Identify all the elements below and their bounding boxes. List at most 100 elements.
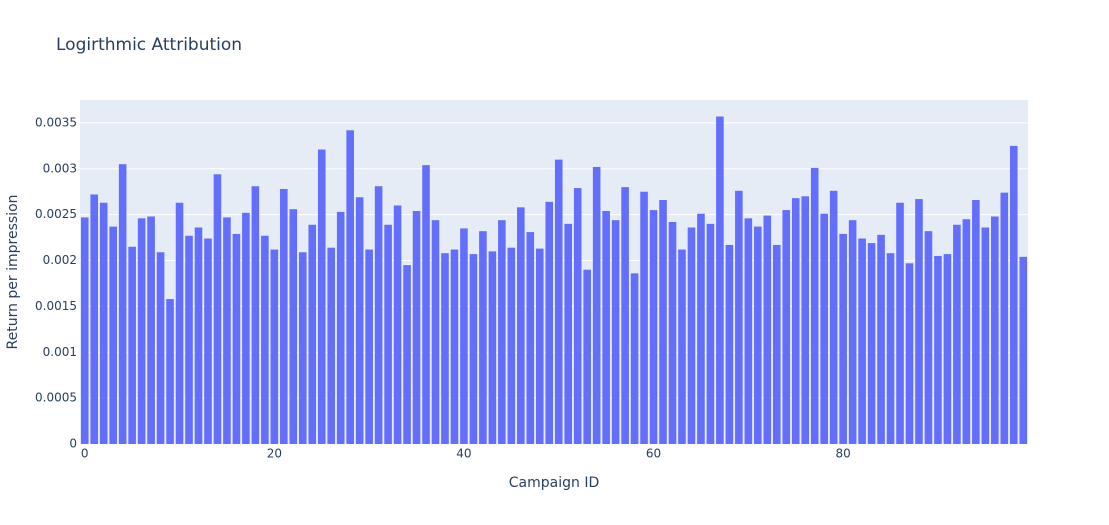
bar: [896, 202, 904, 444]
bar: [886, 253, 895, 444]
bar: [1019, 256, 1028, 444]
x-tick-label: 40: [456, 447, 471, 461]
bar: [431, 220, 440, 444]
bar: [915, 199, 923, 444]
y-tick-label: 0.003: [43, 161, 77, 175]
bar: [820, 213, 828, 444]
bar: [289, 209, 298, 444]
bar: [365, 249, 373, 444]
bar: [374, 186, 383, 444]
bar: [867, 243, 876, 444]
x-tick-label: 80: [835, 447, 850, 461]
bar: [573, 188, 582, 444]
bar: [754, 226, 762, 444]
bar: [422, 165, 430, 444]
bar: [403, 265, 411, 444]
bar: [659, 199, 667, 444]
bar: [308, 224, 317, 444]
bar: [554, 159, 563, 445]
bar: [137, 218, 146, 444]
bar: [649, 210, 658, 444]
bar: [232, 233, 241, 444]
bar: [488, 251, 497, 444]
bar: [981, 227, 990, 444]
bar: [355, 197, 364, 444]
bar: [801, 196, 810, 444]
bar: [261, 235, 269, 444]
bar: [905, 263, 914, 444]
bar: [611, 220, 620, 444]
bar: [384, 224, 392, 444]
bar: [848, 220, 857, 444]
bar: [469, 254, 478, 444]
bar: [877, 234, 885, 444]
bar: [972, 199, 980, 444]
bar: [147, 216, 155, 444]
bar: [317, 149, 326, 444]
y-tick-label: 0.0005: [35, 391, 77, 405]
bar: [327, 247, 336, 444]
bar: [298, 252, 307, 444]
bar: [763, 215, 772, 444]
bar: [744, 218, 753, 444]
bar: [810, 167, 819, 444]
bar: [535, 248, 544, 444]
bar: [725, 244, 734, 444]
bar: [166, 299, 174, 444]
x-tick-label: 20: [267, 447, 282, 461]
x-tick-label: 0: [81, 447, 89, 461]
bar: [924, 231, 933, 444]
bar: [545, 201, 554, 444]
bar: [441, 253, 449, 444]
bar: [602, 210, 610, 444]
bar: [412, 210, 421, 444]
bar: [706, 223, 715, 444]
bar: [735, 190, 743, 444]
bar: [90, 194, 99, 444]
bar: [592, 166, 601, 444]
bar: [213, 174, 222, 444]
bar: [128, 246, 136, 444]
x-axis-title: Campaign ID: [509, 475, 599, 491]
bar: [687, 227, 696, 444]
bar: [270, 249, 279, 444]
bar: [791, 198, 800, 444]
x-tick-label: 60: [646, 447, 661, 461]
bar: [185, 235, 193, 444]
bar: [640, 191, 648, 444]
bar: [1000, 192, 1009, 444]
bar: [839, 233, 847, 444]
bar: [507, 247, 516, 444]
bar: [194, 227, 203, 444]
bar: [460, 228, 468, 444]
bar: [716, 116, 724, 445]
bar: [242, 212, 250, 444]
bar: [204, 238, 212, 444]
y-tick-label: 0.0025: [35, 207, 77, 221]
bar: [346, 130, 354, 444]
bar: [829, 190, 838, 444]
bar: [564, 223, 573, 444]
bar: [630, 273, 639, 444]
bar: [772, 244, 781, 444]
bar: [697, 213, 705, 444]
bar: [678, 249, 686, 444]
plot-background: [80, 100, 1028, 444]
bar: [934, 255, 942, 444]
bar: [517, 207, 525, 444]
bar: [943, 254, 952, 444]
bar: [526, 232, 535, 444]
bar: [156, 252, 165, 444]
bar: [393, 205, 402, 444]
bar: [280, 188, 288, 444]
y-tick-label: 0.002: [43, 253, 77, 267]
bar: [1009, 145, 1018, 444]
bar: [858, 238, 866, 444]
bar: [336, 211, 345, 444]
bar: [962, 219, 971, 444]
bar: [99, 202, 108, 444]
bar: [109, 226, 117, 444]
bar: [782, 210, 791, 444]
y-tick-label: 0: [69, 437, 77, 451]
